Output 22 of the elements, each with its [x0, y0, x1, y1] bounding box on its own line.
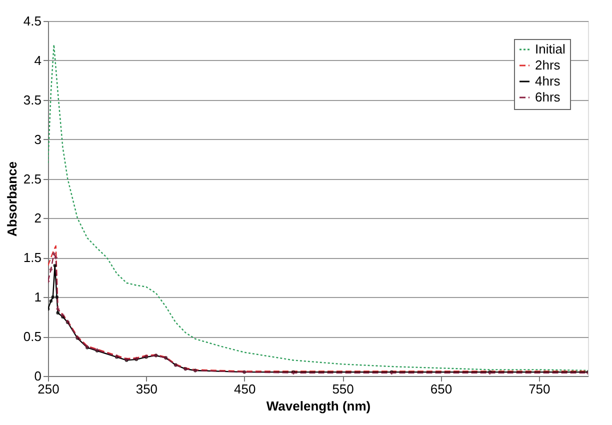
legend-label: 6hrs	[535, 90, 561, 104]
y-tick-label: 4	[34, 52, 42, 68]
y-tick-label: 1.5	[23, 250, 42, 266]
y-tick-label: 0.5	[23, 329, 42, 344]
legend-label: 2hrs	[535, 58, 561, 72]
y-tick-label: 3	[34, 132, 42, 147]
y-tick-label: 1	[34, 290, 42, 305]
x-tick-label: 250	[38, 382, 60, 396]
x-tick-label: 350	[136, 382, 158, 396]
y-tick-label: 0	[34, 368, 42, 384]
y-tick-label: 2.5	[23, 171, 42, 186]
x-tick-label: 650	[430, 382, 452, 396]
x-tick-label: 750	[528, 382, 550, 396]
x-tick-label: 550	[332, 382, 354, 396]
y-tick-label: 3.5	[23, 92, 42, 108]
y-tick-label: 2	[34, 210, 42, 226]
y-tick-label: 4.5	[23, 14, 42, 28]
y-axis-title: Absorbance	[4, 161, 20, 237]
legend-label: Initial	[535, 42, 566, 56]
x-tick-label: 450	[234, 382, 256, 396]
x-axis-title: Wavelength (nm)	[266, 398, 371, 414]
legend-label: 4hrs	[535, 74, 561, 88]
